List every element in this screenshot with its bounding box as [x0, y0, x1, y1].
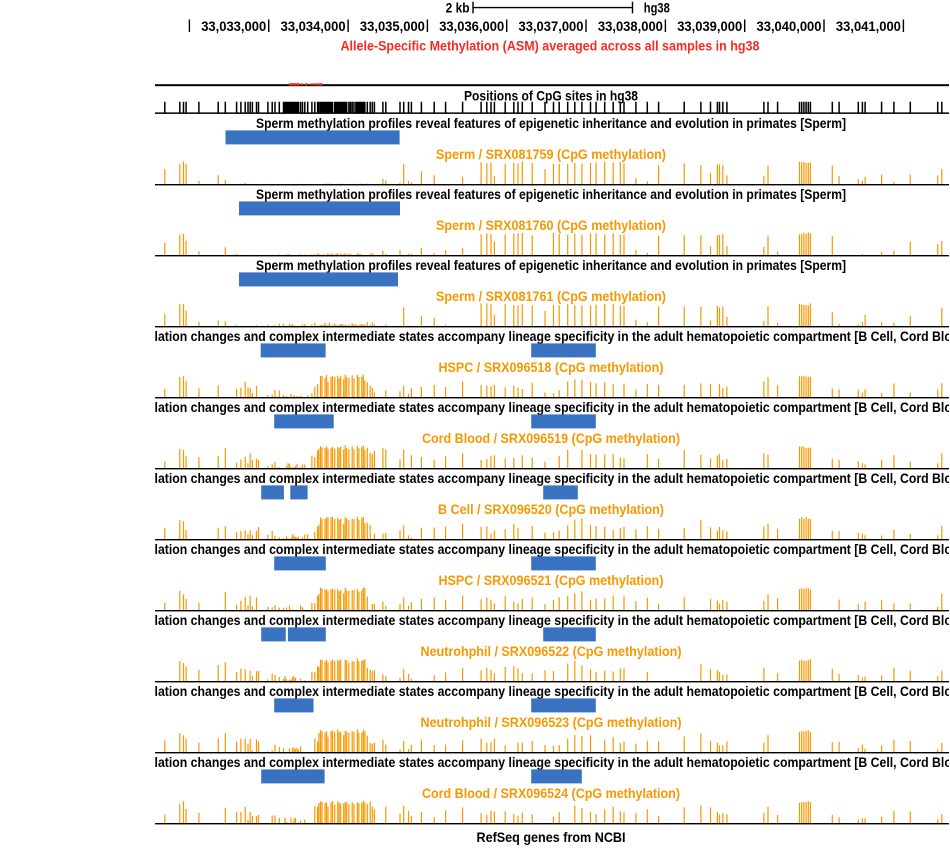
svg-text:Directional DNA methylation ch: Directional DNA methylation changes and … — [22, 541, 950, 557]
svg-text:HSPC / SRX096521 (CpG methylat: HSPC / SRX096521 (CpG methylation) — [439, 572, 664, 588]
svg-text:Directional DNA methylation ch: Directional DNA methylation changes and … — [22, 683, 950, 699]
svg-text:33,034,000: 33,034,000 — [281, 18, 346, 34]
svg-text:B Cell / SRX096520 (CpG methyl: B Cell / SRX096520 (CpG methylation) — [438, 501, 664, 517]
svg-text:Directional DNA methylation ch: Directional DNA methylation changes and … — [22, 754, 950, 770]
svg-text:Sperm methylation profiles rev: Sperm methylation profiles reveal featur… — [256, 257, 846, 273]
svg-text:Positions of CpG sites in hg38: Positions of CpG sites in hg38 — [464, 87, 638, 103]
svg-text:Sperm methylation profiles rev: Sperm methylation profiles reveal featur… — [256, 115, 846, 131]
svg-text:33,040,000: 33,040,000 — [757, 18, 822, 34]
svg-text:Directional DNA methylation ch: Directional DNA methylation changes and … — [22, 612, 950, 628]
svg-text:Sperm / SRX081761 (CpG methyla: Sperm / SRX081761 (CpG methylation) — [436, 288, 666, 304]
svg-text:Directional DNA methylation ch: Directional DNA methylation changes and … — [22, 328, 950, 344]
svg-text:33,038,000: 33,038,000 — [598, 18, 663, 34]
svg-text:Sperm / SRX081759 (CpG methyla: Sperm / SRX081759 (CpG methylation) — [436, 146, 666, 162]
svg-text:2 kb: 2 kb — [446, 0, 470, 15]
svg-text:33,033,000: 33,033,000 — [201, 18, 266, 34]
svg-text:33,035,000: 33,035,000 — [360, 18, 425, 34]
svg-text:HSPC / SRX096518 (CpG methylat: HSPC / SRX096518 (CpG methylation) — [439, 359, 664, 375]
svg-text:Neutrohphil / SRX096523 (CpG m: Neutrohphil / SRX096523 (CpG methylation… — [421, 714, 682, 730]
svg-text:Directional DNA methylation ch: Directional DNA methylation changes and … — [22, 470, 950, 486]
svg-text:Cord Blood / SRX096524 (CpG me: Cord Blood / SRX096524 (CpG methylation) — [422, 785, 680, 801]
svg-text:Sperm methylation profiles rev: Sperm methylation profiles reveal featur… — [256, 186, 846, 202]
svg-text:Allele-Specific Methylation (A: Allele-Specific Methylation (ASM) averag… — [341, 37, 760, 53]
svg-text:hg38: hg38 — [644, 0, 670, 15]
svg-text:Neutrohphil / SRX096522 (CpG m: Neutrohphil / SRX096522 (CpG methylation… — [421, 643, 682, 659]
svg-text:33,036,000: 33,036,000 — [439, 18, 504, 34]
svg-text:Sperm / SRX081760 (CpG methyla: Sperm / SRX081760 (CpG methylation) — [436, 217, 666, 233]
svg-text:Cord Blood / SRX096519 (CpG me: Cord Blood / SRX096519 (CpG methylation) — [422, 430, 680, 446]
svg-text:33,041,000: 33,041,000 — [836, 18, 901, 34]
svg-text:33,039,000: 33,039,000 — [677, 18, 742, 34]
svg-text:Directional DNA methylation ch: Directional DNA methylation changes and … — [22, 399, 950, 415]
svg-text:RefSeq genes from NCBI: RefSeq genes from NCBI — [477, 829, 626, 845]
svg-text:33,037,000: 33,037,000 — [519, 18, 584, 34]
